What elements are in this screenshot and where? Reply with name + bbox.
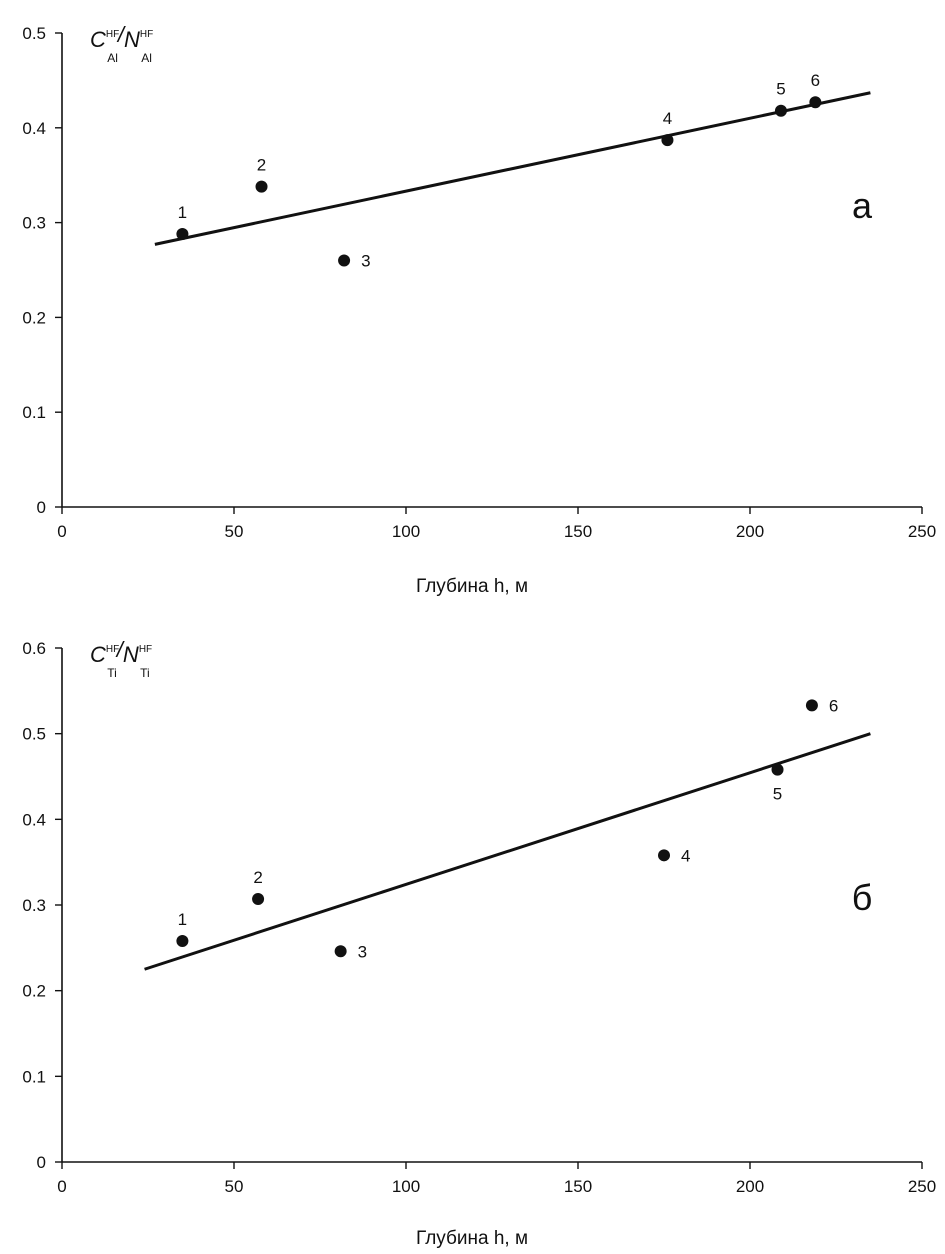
point-label: 3 bbox=[361, 252, 370, 271]
data-point bbox=[176, 934, 189, 947]
y-label-main2: N bbox=[124, 27, 140, 52]
data-point bbox=[252, 893, 265, 906]
y-tick-label: 0.3 bbox=[22, 896, 46, 915]
y-label-sub2: Al bbox=[141, 51, 152, 65]
y-axis-label: CHF Ti/NHF Ti bbox=[90, 637, 152, 680]
point-label: 4 bbox=[663, 109, 672, 128]
data-point bbox=[338, 254, 351, 267]
data-point bbox=[809, 96, 822, 109]
y-tick-label: 0.1 bbox=[22, 1067, 46, 1086]
data-point bbox=[774, 104, 787, 117]
y-label-sup: HF bbox=[106, 29, 119, 40]
x-tick-label: 150 bbox=[564, 522, 592, 541]
point-label: 5 bbox=[776, 80, 785, 99]
point-label: 2 bbox=[253, 868, 262, 887]
point-label: 6 bbox=[811, 71, 820, 90]
data-point bbox=[771, 763, 784, 776]
x-tick-label: 200 bbox=[736, 1177, 764, 1196]
x-tick-label: 250 bbox=[908, 1177, 936, 1196]
data-point bbox=[176, 227, 189, 240]
x-tick-label: 150 bbox=[564, 1177, 592, 1196]
y-label-sub: Al bbox=[107, 51, 118, 65]
y-label-slash: / bbox=[115, 637, 125, 662]
y-label-slash: / bbox=[116, 22, 126, 47]
x-tick-label: 250 bbox=[908, 522, 936, 541]
y-label-sup2: HF bbox=[139, 644, 152, 655]
y-tick-label: 0.2 bbox=[22, 982, 46, 1001]
data-point bbox=[805, 699, 818, 712]
y-axis-label: CHF Al/NHF Al bbox=[90, 22, 153, 65]
x-tick-label: 0 bbox=[57, 1177, 66, 1196]
y-label-sub: Ti bbox=[107, 666, 117, 680]
data-point bbox=[255, 180, 268, 193]
point-label: 5 bbox=[773, 785, 782, 804]
y-tick-label: 0.2 bbox=[22, 308, 46, 327]
chart-panel-1: 0 0.1 0.2 0.3 0.4 0.5 0 50 100 150 200 250 Глубина h… bbox=[22, 22, 936, 597]
y-tick-label: 0.4 bbox=[22, 810, 46, 829]
y-tick-label: 0 bbox=[37, 498, 46, 517]
y-label-sub2: Ti bbox=[140, 666, 150, 680]
chart-panel-2: 0 0.1 0.2 0.3 0.4 0.5 0.6 0 50 100 150 200 250 Глубин… bbox=[22, 637, 936, 1249]
y-label-main: C bbox=[90, 27, 106, 52]
trend-line bbox=[154, 91, 871, 246]
panel-letter: а bbox=[852, 185, 873, 226]
y-tick-label: 0.5 bbox=[22, 725, 46, 744]
data-point bbox=[661, 134, 674, 147]
point-label: 2 bbox=[257, 156, 266, 175]
y-tick-label: 0.6 bbox=[22, 639, 46, 658]
y-tick-label: 0 bbox=[37, 1153, 46, 1172]
point-label: 4 bbox=[681, 846, 690, 865]
x-tick-label: 100 bbox=[392, 522, 420, 541]
x-axis-label: Глубина h, м bbox=[416, 576, 528, 597]
y-label-main: C bbox=[90, 642, 106, 667]
x-tick-label: 0 bbox=[57, 522, 66, 541]
y-tick-label: 0.5 bbox=[22, 24, 46, 43]
point-label: 1 bbox=[178, 203, 187, 222]
data-point bbox=[658, 849, 670, 862]
point-label: 6 bbox=[829, 696, 838, 715]
x-tick-label: 200 bbox=[736, 522, 764, 541]
point-label: 3 bbox=[358, 942, 367, 961]
data-point bbox=[334, 945, 347, 958]
x-tick-label: 100 bbox=[392, 1177, 420, 1196]
trend-line bbox=[144, 732, 871, 971]
y-tick-label: 0.1 bbox=[22, 403, 46, 422]
panel-letter: б bbox=[852, 877, 873, 918]
y-label-sup: HF bbox=[106, 644, 119, 655]
y-label-sup2: HF bbox=[140, 29, 153, 40]
y-tick-label: 0.3 bbox=[22, 214, 46, 233]
x-tick-label: 50 bbox=[225, 522, 244, 541]
y-tick-label: 0.4 bbox=[22, 119, 46, 138]
x-tick-label: 50 bbox=[225, 1177, 244, 1196]
point-label: 1 bbox=[178, 910, 187, 929]
x-axis-label: Глубина h, м bbox=[416, 1228, 528, 1249]
y-label-main2: N bbox=[123, 642, 139, 667]
